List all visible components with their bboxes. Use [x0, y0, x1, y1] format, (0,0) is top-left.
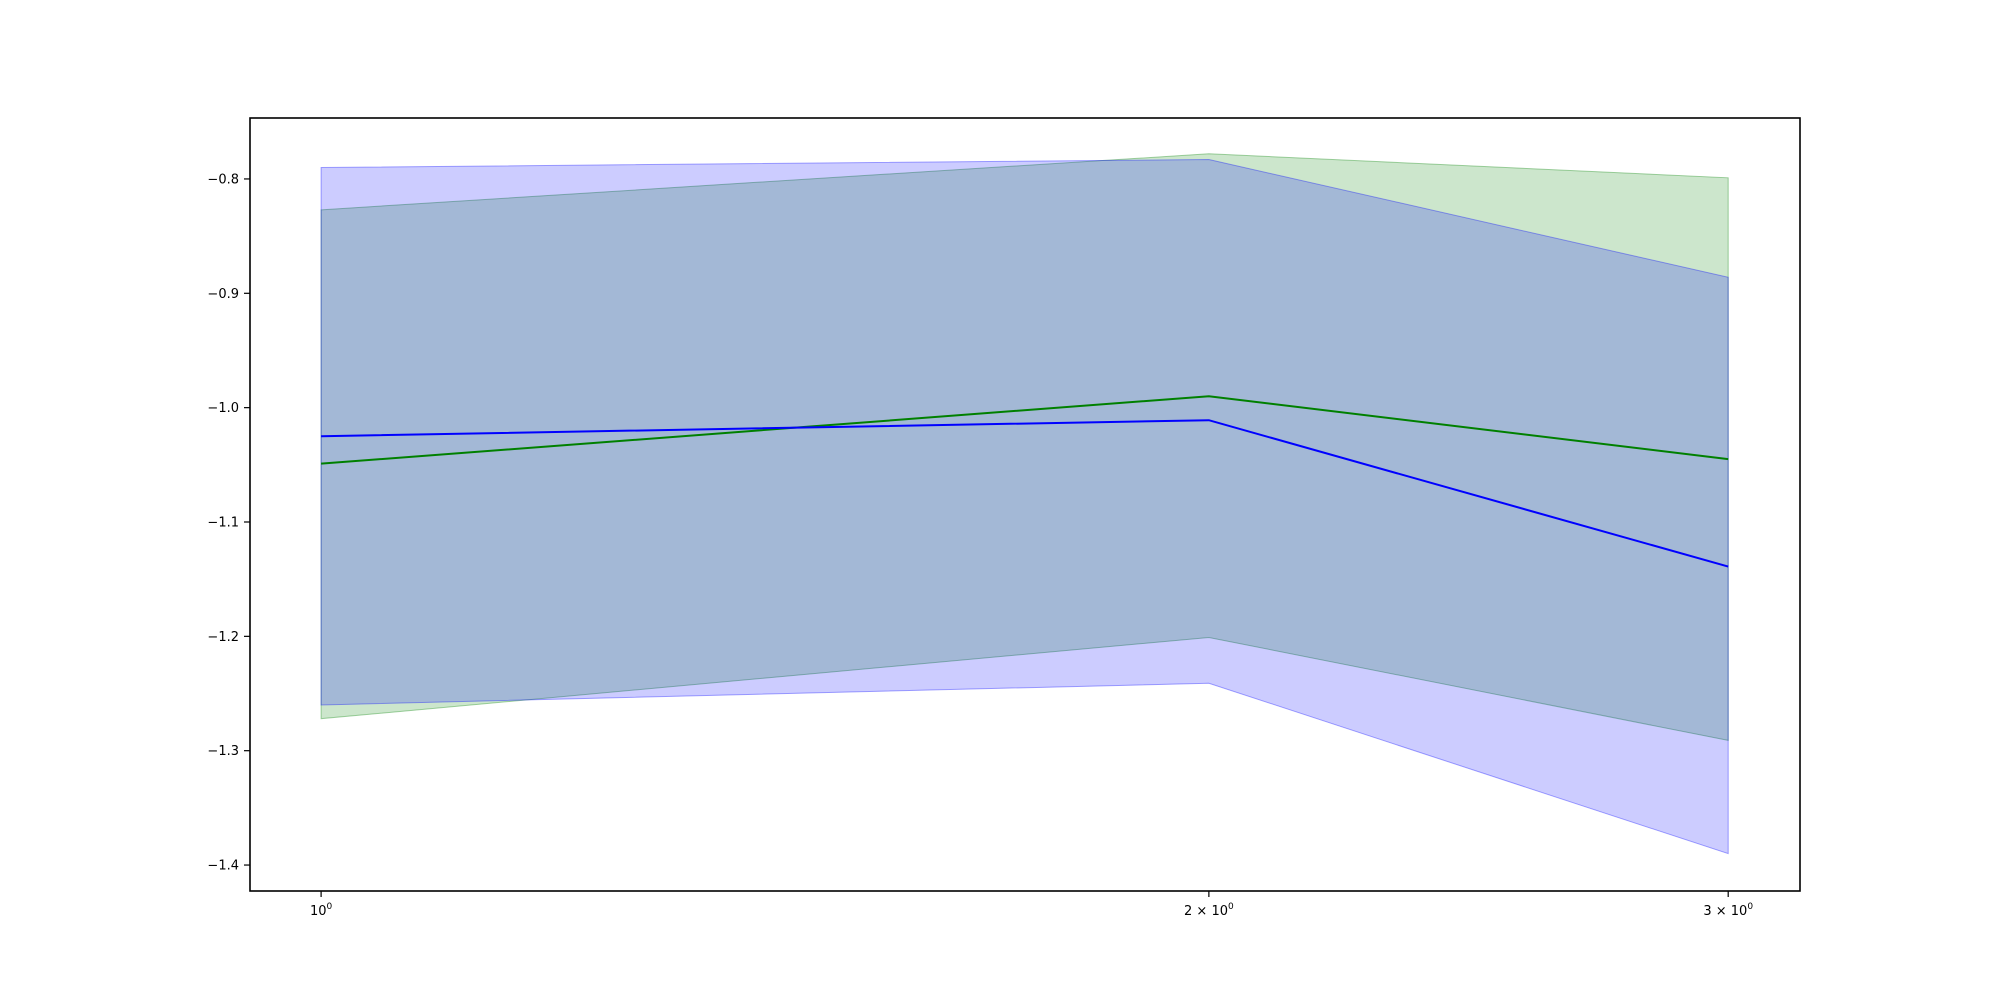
x-tick-label: 3 × 100 [1703, 902, 1753, 919]
x-tick-label: 2 × 100 [1184, 902, 1234, 919]
y-tick-label: −0.8 [207, 172, 239, 187]
y-tick-label: −1.0 [207, 401, 239, 416]
blue-series-confidence-band [320, 159, 1729, 855]
x-tick-label: 100 [310, 902, 333, 919]
y-tick-label: −1.1 [207, 515, 239, 530]
green-series-line [321, 395, 1729, 465]
green-series-confidence-band [320, 153, 1729, 742]
y-tick-label: −1.2 [207, 630, 239, 645]
plot-frame [249, 117, 1801, 892]
y-tick-label: −1.4 [207, 859, 239, 874]
y-tick-label: −1.3 [207, 744, 239, 759]
blue-series-line [321, 419, 1729, 568]
y-tick-label: −0.9 [207, 287, 239, 302]
